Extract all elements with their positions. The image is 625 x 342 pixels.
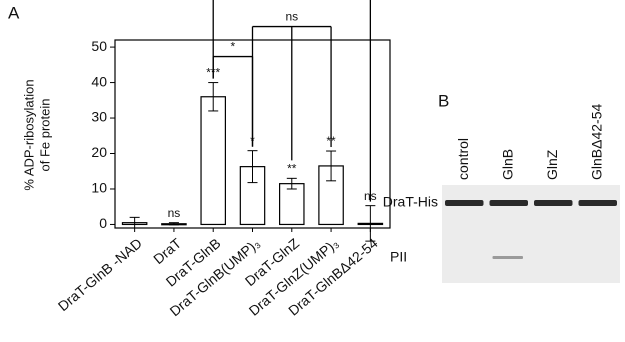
y-tick-label: 20 bbox=[91, 144, 107, 160]
gel bbox=[442, 185, 620, 283]
significance-label: ns bbox=[168, 206, 181, 220]
comparison-label: ns bbox=[285, 10, 298, 24]
y-label-line: of Fe protein bbox=[37, 99, 52, 172]
y-label: % ADP-ribosylation of Fe protein bbox=[21, 79, 52, 190]
significance-label: ** bbox=[287, 162, 297, 176]
gel-band bbox=[490, 200, 529, 206]
panel-label: B bbox=[438, 91, 449, 110]
lane-label: control bbox=[455, 138, 471, 180]
row-label: DraT-His bbox=[383, 194, 438, 210]
y-tick-label: 30 bbox=[91, 109, 107, 125]
comparison-bracket: ns bbox=[253, 10, 332, 161]
y-tick-label: 40 bbox=[91, 73, 107, 89]
gel-band bbox=[579, 200, 618, 206]
bar bbox=[201, 97, 225, 225]
lane-label: GlnB bbox=[499, 149, 515, 180]
panel-label: A bbox=[8, 3, 20, 22]
comparison-label: * bbox=[231, 40, 236, 54]
lane-label: GlnZ bbox=[544, 149, 560, 180]
bar bbox=[280, 184, 304, 225]
x-tick-label: DraT-GlnB -NAD bbox=[55, 235, 145, 314]
y-label-line: % ADP-ribosylation bbox=[21, 79, 36, 190]
y-tick-label: 10 bbox=[91, 180, 107, 196]
y-tick-label: 50 bbox=[91, 38, 107, 54]
row-label: PII bbox=[390, 249, 407, 265]
gel-band bbox=[493, 256, 524, 259]
y-tick-label: 0 bbox=[99, 215, 107, 231]
lane-label: GlnBΔ42-54 bbox=[588, 104, 604, 180]
gel-band bbox=[445, 200, 484, 206]
figure: A B % ADP-ribosylation of Fe protein 0 10… bbox=[0, 0, 625, 342]
gel-band bbox=[534, 200, 573, 206]
